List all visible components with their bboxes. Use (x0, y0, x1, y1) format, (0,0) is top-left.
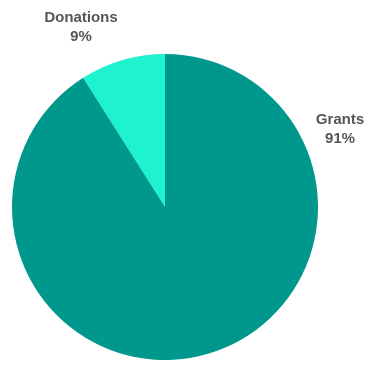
donations-name: Donations (44, 9, 118, 26)
grants-percent: 91% (324, 130, 356, 147)
donations-label: Donations 9% (26, 8, 136, 46)
pie-slice-donations (83, 54, 165, 207)
donations-percent: 9% (70, 28, 92, 45)
pie-slice-grants (11, 54, 319, 360)
grants-label: Grants 91% (300, 110, 380, 148)
grants-name: Grants (315, 111, 365, 128)
